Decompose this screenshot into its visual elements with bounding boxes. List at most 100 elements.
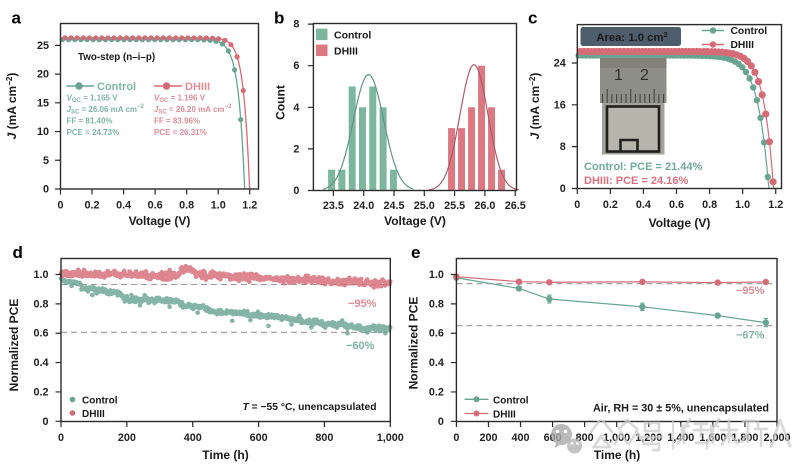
svg-text:0.4: 0.4 [429, 357, 444, 369]
svg-text:Air, RH = 30 ± 5%, unencapsula: Air, RH = 30 ± 5%, unencapsulated [593, 403, 769, 415]
svg-text:DHIII: DHIII [185, 81, 210, 93]
svg-text:DHIII: DHIII [493, 410, 516, 421]
svg-text:2,000: 2,000 [763, 432, 790, 444]
svg-text:0.2: 0.2 [33, 386, 48, 398]
svg-text:1.0: 1.0 [735, 199, 750, 211]
svg-text:1.0: 1.0 [211, 200, 226, 212]
svg-text:15: 15 [37, 97, 49, 109]
svg-text:10: 10 [37, 126, 49, 138]
svg-text:Time (h): Time (h) [202, 448, 248, 462]
svg-text:25.0: 25.0 [414, 200, 435, 212]
svg-text:1.0: 1.0 [429, 269, 444, 281]
svg-text:26.5: 26.5 [505, 200, 526, 212]
svg-text:Voltage (V): Voltage (V) [384, 214, 446, 228]
svg-text:J (mA cm−2): J (mA cm−2) [5, 73, 19, 140]
svg-text:0: 0 [43, 184, 49, 196]
svg-text:0: 0 [58, 432, 64, 444]
svg-text:0: 0 [560, 183, 566, 195]
svg-text:24.5: 24.5 [383, 200, 404, 212]
svg-text:Control: Control [493, 395, 529, 406]
svg-text:−67%: −67% [736, 330, 765, 342]
svg-text:Count: Count [274, 85, 288, 120]
svg-text:1.2: 1.2 [242, 200, 257, 212]
svg-text:PCE = 24.73%: PCE = 24.73% [67, 128, 120, 137]
svg-text:200: 200 [479, 432, 497, 444]
svg-text:VOC = 1.196 V: VOC = 1.196 V [154, 94, 206, 105]
svg-text:2: 2 [640, 67, 649, 84]
svg-text:Area: 1.0 cm2: Area: 1.0 cm2 [596, 30, 667, 44]
svg-text:Normalized PCE: Normalized PCE [7, 299, 21, 392]
svg-text:6: 6 [293, 60, 299, 72]
svg-text:0.6: 0.6 [669, 199, 684, 211]
svg-text:1: 1 [614, 67, 623, 84]
svg-text:Voltage (V): Voltage (V) [129, 214, 191, 228]
svg-text:1,000: 1,000 [377, 432, 404, 444]
svg-text:Control: Control [82, 396, 118, 407]
svg-text:0.6: 0.6 [33, 328, 48, 340]
svg-text:600: 600 [250, 432, 268, 444]
svg-text:26.0: 26.0 [474, 200, 495, 212]
svg-text:−95%: −95% [736, 285, 765, 297]
svg-text:Voltage (V): Voltage (V) [649, 216, 711, 230]
svg-text:JSC = 26.06 mA cm−2: JSC = 26.06 mA cm−2 [67, 104, 145, 116]
svg-text:0.2: 0.2 [429, 386, 444, 398]
svg-text:1.2: 1.2 [768, 199, 783, 211]
svg-text:0.8: 0.8 [179, 200, 194, 212]
svg-text:20: 20 [37, 69, 49, 81]
svg-text:Two-step (n–i–p): Two-step (n–i–p) [78, 52, 155, 63]
svg-text:DHIII: PCE = 24.16%: DHIII: PCE = 24.16% [584, 175, 688, 187]
svg-text:1.0: 1.0 [33, 269, 48, 281]
svg-text:200: 200 [118, 432, 136, 444]
svg-text:400: 400 [512, 432, 530, 444]
svg-text:VOC = 1.165 V: VOC = 1.165 V [67, 94, 119, 105]
svg-text:Control: Control [731, 26, 768, 37]
svg-text:DHIII: DHIII [334, 46, 358, 58]
svg-text:0.6: 0.6 [429, 328, 444, 340]
svg-text:0: 0 [453, 432, 459, 444]
svg-text:24.0: 24.0 [353, 200, 374, 212]
svg-text:23.5: 23.5 [323, 200, 344, 212]
svg-text:b: b [274, 8, 284, 27]
svg-text:800: 800 [576, 432, 594, 444]
svg-text:Time (h): Time (h) [594, 448, 640, 462]
svg-text:800: 800 [315, 432, 333, 444]
svg-text:FF = 83.96%: FF = 83.96% [154, 117, 200, 126]
svg-text:5: 5 [43, 155, 49, 167]
svg-text:0.2: 0.2 [603, 199, 618, 211]
svg-text:0.8: 0.8 [429, 298, 444, 310]
svg-text:25: 25 [37, 40, 49, 52]
svg-text:Control: PCE = 21.44%: Control: PCE = 21.44% [584, 161, 703, 173]
svg-text:0.4: 0.4 [116, 200, 131, 212]
svg-text:DHIII: DHIII [731, 40, 755, 51]
svg-text:JSC = 26.20 mA cm−2: JSC = 26.20 mA cm−2 [154, 104, 232, 116]
svg-text:16: 16 [554, 99, 566, 111]
svg-text:c: c [528, 8, 537, 27]
svg-text:0.8: 0.8 [33, 298, 48, 310]
svg-text:d: d [13, 243, 23, 262]
svg-text:0.6: 0.6 [148, 200, 163, 212]
svg-text:0.8: 0.8 [702, 199, 717, 211]
svg-text:a: a [12, 8, 22, 27]
svg-text:−60%: −60% [346, 340, 375, 352]
svg-text:0: 0 [438, 416, 444, 428]
svg-text:0: 0 [42, 416, 48, 428]
svg-text:0: 0 [574, 199, 580, 211]
svg-text:0.4: 0.4 [33, 357, 48, 369]
svg-text:J (mA cm−2): J (mA cm−2) [528, 73, 542, 140]
svg-text:25.5: 25.5 [444, 200, 465, 212]
svg-text:FF = 81.40%: FF = 81.40% [67, 117, 113, 126]
svg-text:Control: Control [97, 81, 136, 93]
svg-text:4: 4 [293, 102, 299, 114]
svg-text:24: 24 [554, 57, 566, 69]
svg-text:T = −55 °C, unencapsulated: T = −55 °C, unencapsulated [242, 402, 376, 413]
svg-text:DHIII: DHIII [82, 409, 105, 420]
svg-text:0: 0 [293, 185, 299, 197]
svg-text:−95%: −95% [348, 298, 377, 310]
svg-text:Normalized PCE: Normalized PCE [407, 297, 421, 390]
svg-text:8: 8 [293, 19, 299, 31]
svg-text:0.2: 0.2 [85, 200, 100, 212]
svg-text:8: 8 [560, 141, 566, 153]
svg-text:0.4: 0.4 [636, 199, 651, 211]
svg-text:0: 0 [57, 200, 63, 212]
svg-text:PCE = 26.31%: PCE = 26.31% [154, 128, 207, 137]
